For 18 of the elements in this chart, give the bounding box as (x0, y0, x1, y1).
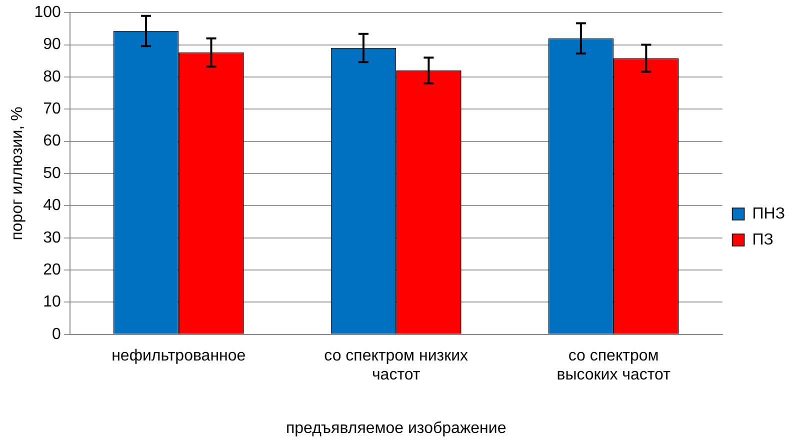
y-tick-label: 20 (43, 261, 61, 278)
y-tick-label: 70 (43, 100, 61, 118)
y-axis-title: порог иллюзии, % (9, 106, 26, 240)
y-tick-label: 90 (43, 36, 61, 54)
y-tick-label: 50 (43, 164, 61, 182)
y-tick-label: 30 (43, 229, 61, 246)
x-tick-label: нефильтрованное (112, 347, 246, 364)
y-tick-label: 60 (43, 132, 61, 150)
y-tick-label: 10 (43, 294, 61, 311)
x-tick-label: со спектром низких частот (324, 347, 468, 384)
x-axis-title: предъявляемое изображение (286, 420, 506, 437)
legend-label: ПНЗ (752, 205, 785, 222)
x-tick-label: со спектром высоких частот (556, 347, 672, 384)
y-tick-label: 0 (52, 326, 61, 343)
y-tick-label: 100 (34, 4, 61, 22)
y-tick-label: 40 (43, 197, 61, 214)
y-tick-label: 80 (43, 68, 61, 86)
legend-label: ПЗ (752, 231, 774, 248)
